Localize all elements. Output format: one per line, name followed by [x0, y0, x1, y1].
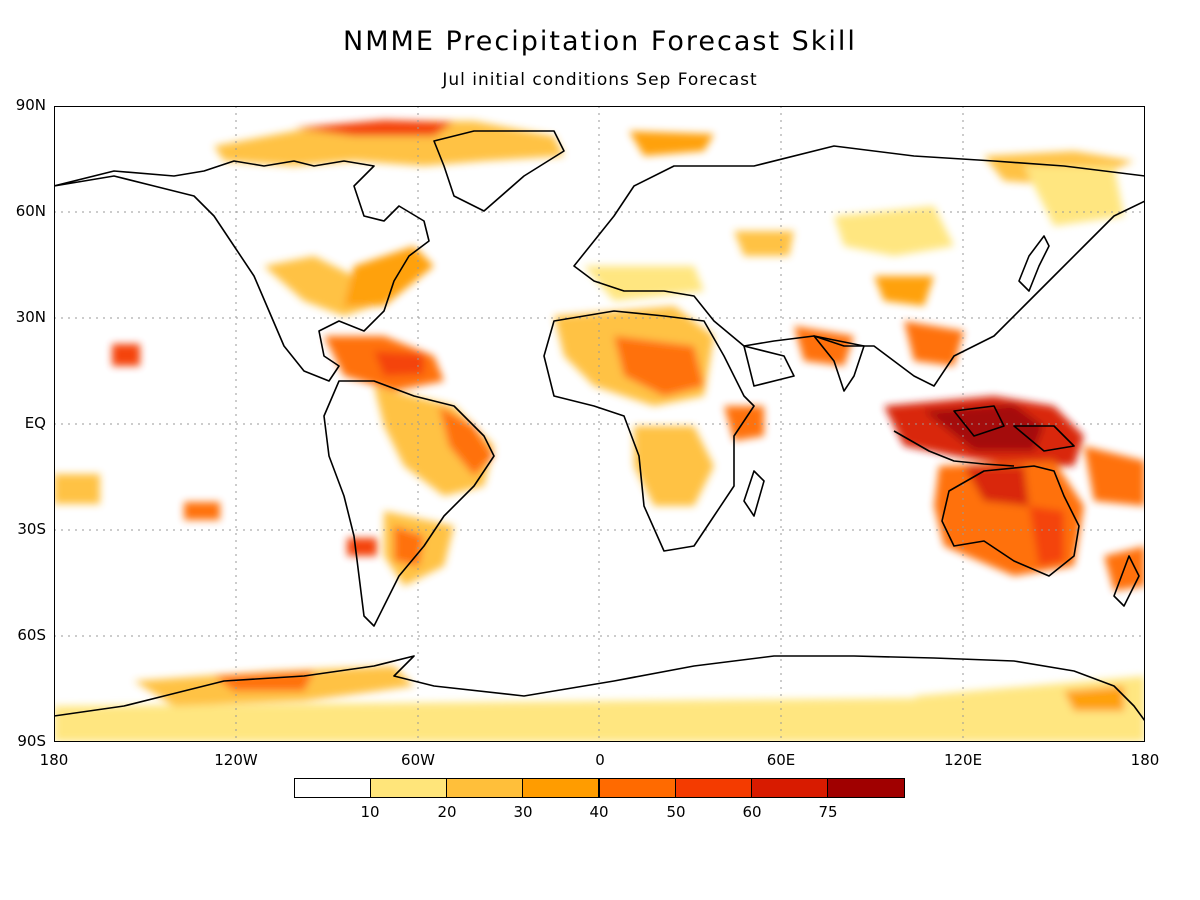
- legend-bin-20-30: [446, 778, 523, 798]
- legend-label-50: 50: [666, 803, 686, 821]
- legend-label-40: 40: [589, 803, 609, 821]
- lon-label-0: 0: [595, 751, 605, 769]
- lat-label-eq: EQ: [24, 414, 46, 432]
- legend-bin-0-10: [294, 778, 371, 798]
- lat-label-60n: 60N: [15, 202, 46, 220]
- lon-label-180w: 180: [39, 751, 69, 769]
- legend-label-60: 60: [742, 803, 762, 821]
- coastlines: [54, 130, 1145, 722]
- legend-bin-50-60: [675, 778, 752, 798]
- legend-bin-60-75: [751, 778, 828, 798]
- legend-label-20: 20: [437, 803, 457, 821]
- legend-label-75: 75: [818, 803, 838, 821]
- lon-label-60e: 60E: [766, 751, 796, 769]
- lat-label-30n: 30N: [15, 308, 46, 326]
- lat-label-30s: 30S: [17, 520, 46, 538]
- legend-label-10: 10: [360, 803, 380, 821]
- skill-map: [54, 106, 1145, 742]
- legend-bin-75-up: [827, 778, 905, 798]
- chart-title: NMME Precipitation Forecast Skill: [343, 26, 857, 57]
- lon-label-180e: 180: [1130, 751, 1160, 769]
- legend-bin-40-50: [599, 778, 676, 798]
- lat-label-90s: 90S: [17, 732, 46, 750]
- graticule: [54, 106, 1145, 742]
- lon-label-120w: 120W: [214, 751, 258, 769]
- lat-label-90n: 90N: [15, 96, 46, 114]
- chart-subtitle: Jul initial conditions Sep Forecast: [442, 70, 758, 90]
- legend-bin-30-40: [522, 778, 599, 798]
- lon-label-120e: 120E: [943, 751, 983, 769]
- color-legend: [294, 778, 905, 800]
- legend-bin-10-20: [370, 778, 447, 798]
- legend-label-30: 30: [513, 803, 533, 821]
- lon-label-60w: 60W: [401, 751, 435, 769]
- lat-label-60s: 60S: [17, 626, 46, 644]
